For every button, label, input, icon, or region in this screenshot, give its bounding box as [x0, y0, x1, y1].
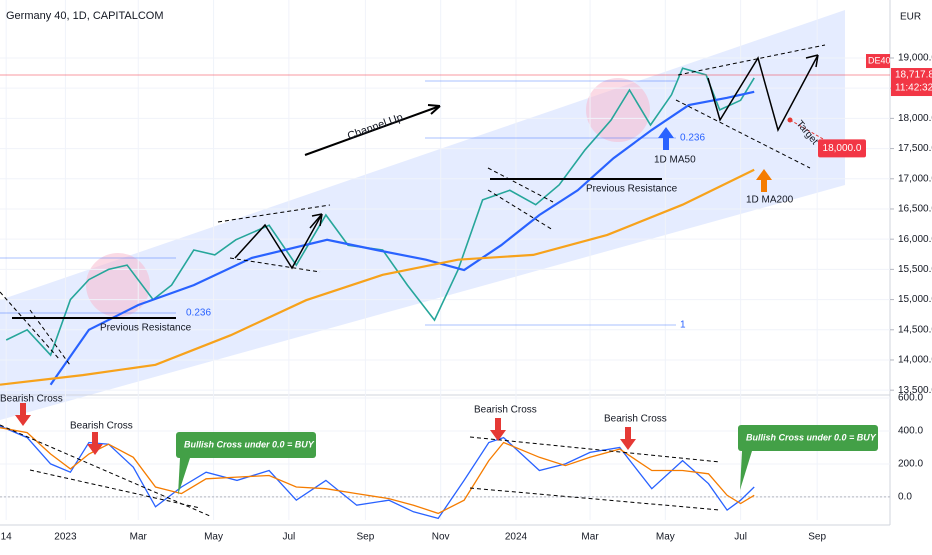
x-tick-label: Sep: [356, 532, 374, 543]
x-tick-label: 2024: [505, 532, 528, 543]
macd-tick-label: 0.0: [898, 492, 912, 503]
symbol-label: DE40: [868, 55, 891, 65]
symbol-box: [866, 54, 890, 69]
macd-tick-label: 400.0: [898, 426, 923, 437]
annotation: 1D MA50: [654, 155, 696, 166]
annotation: Previous Resistance: [586, 184, 678, 195]
y-tick-label: 13,500.0: [898, 385, 932, 396]
annotation: 1D MA200: [746, 195, 794, 206]
countdown: 11:42:32: [895, 83, 932, 94]
y-tick-label: 18,000.0: [898, 113, 932, 124]
lines-layer: [0, 0, 890, 520]
x-tick-label: 14: [1, 532, 13, 543]
arrow-head: [427, 104, 441, 115]
series-line: [5, 67, 755, 357]
y-tick-label: 16,000.0: [898, 234, 932, 245]
pattern-line: [234, 213, 323, 270]
trend-line: [29, 309, 71, 366]
cross-arrow: [490, 418, 506, 441]
y-tick-label: 14,000.0: [898, 355, 932, 366]
projection: [707, 54, 819, 133]
arrow-head: [309, 213, 323, 229]
x-tick-label: Nov: [432, 532, 450, 543]
buy-pointer: [178, 458, 190, 495]
annotation: Bullish Cross under 0.0 = BUY: [184, 439, 315, 449]
channel-arrow: [304, 105, 441, 156]
series-line: [49, 90, 755, 386]
x-tick-label: Mar: [130, 532, 148, 543]
highlight-circle: [86, 253, 150, 317]
annotation: Bearish Cross: [474, 405, 537, 416]
target-line: [789, 119, 831, 144]
y-tick-label: 15,000.0: [898, 294, 932, 305]
target-box: [818, 139, 866, 158]
trend-line: [0, 291, 61, 361]
annotation: Bearish Cross: [70, 421, 133, 432]
x-tick-label: 2023: [54, 532, 77, 543]
chart-title: Germany 40, 1D, CAPITALCOM: [6, 10, 164, 22]
y-tick-label: 14,500.0: [898, 324, 932, 335]
x-tick-label: Sep: [808, 532, 826, 543]
macd-trend-line: [29, 469, 201, 509]
fib-label: 0.236: [186, 308, 211, 319]
currency: EUR: [900, 12, 921, 23]
fib-label: 0.236: [680, 133, 705, 144]
last-price-label: 18,717.8: [895, 70, 932, 81]
macd-tick-label: 600.0: [898, 393, 923, 404]
x-tick-label: Mar: [581, 532, 599, 543]
y-tick-label: 17,000.0: [898, 173, 932, 184]
trend-line: [487, 167, 554, 203]
buy-box: [738, 425, 878, 451]
trend-line: [229, 257, 321, 273]
annotation: Bearish Cross: [604, 414, 667, 425]
y-tick-label: 16,500.0: [898, 204, 932, 215]
annotation: Previous Resistance: [100, 323, 192, 334]
macd-tick-label: 200.0: [898, 459, 923, 470]
target-label: 18,000.0: [823, 143, 862, 154]
series-line: [0, 168, 755, 386]
price-box: [891, 68, 932, 97]
drawings: [0, 44, 878, 517]
arrow-head: [805, 54, 819, 68]
y-tick-label: 19,000.0: [898, 53, 932, 64]
x-tick-label: May: [204, 532, 223, 543]
x-tick-label: May: [656, 532, 675, 543]
x-tick-label: Jul: [282, 532, 295, 543]
trend-line: [487, 189, 554, 231]
macd-trend-line: [0, 424, 211, 517]
y-tick-label: 15,500.0: [898, 264, 932, 275]
series-line: [0, 427, 755, 515]
fib-label: 1: [680, 320, 686, 331]
cross-arrow: [620, 427, 636, 450]
ma200-arrow: [756, 169, 772, 192]
annotation: Bullish Cross under 0.0 = BUY: [746, 432, 877, 442]
buy-box: [176, 432, 316, 458]
y-tick-label: 17,500.0: [898, 143, 932, 154]
cross-arrow: [87, 432, 103, 455]
trend-line: [217, 204, 331, 223]
buy-pointer: [740, 451, 752, 490]
target-dot: [787, 117, 793, 123]
annotation: Bearish Cross: [0, 394, 63, 405]
cross-arrow: [15, 403, 31, 426]
x-tick-label: Jul: [734, 532, 747, 543]
ma50-arrow: [658, 127, 674, 150]
